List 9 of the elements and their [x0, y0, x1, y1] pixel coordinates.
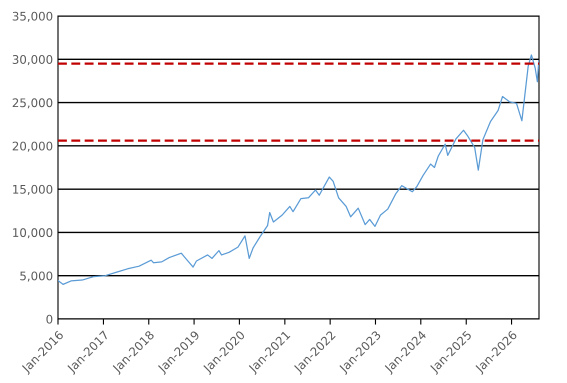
line-series [58, 54, 539, 285]
y-tick-label: 5,000 [20, 271, 52, 282]
y-tick-label: 25,000 [12, 98, 52, 108]
y-tick-label: 20,000 [12, 142, 52, 152]
y-tick-label: 15,000 [13, 184, 52, 195]
y-tick-label: 30,000 [12, 55, 52, 66]
y-tick-label: 10,000 [13, 228, 52, 238]
y-tick-label: 35,000 [12, 12, 52, 22]
y-tick-label: 0 [46, 314, 52, 324]
